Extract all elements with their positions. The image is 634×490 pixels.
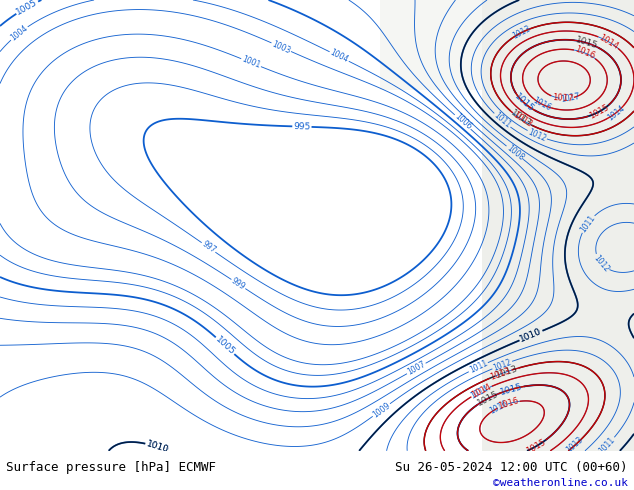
Text: 1012: 1012	[592, 253, 611, 273]
Text: 1011: 1011	[597, 435, 617, 455]
Text: 1012: 1012	[491, 357, 513, 372]
Text: 1016: 1016	[574, 45, 597, 61]
Text: 1015: 1015	[513, 92, 536, 114]
Text: 995: 995	[293, 122, 311, 131]
Text: 1013: 1013	[489, 366, 512, 382]
Text: 1007: 1007	[406, 360, 427, 377]
Text: 1015: 1015	[574, 35, 599, 50]
Text: 1016: 1016	[531, 96, 552, 113]
Text: 999: 999	[230, 276, 247, 292]
Text: 1011: 1011	[468, 359, 489, 375]
Text: Surface pressure [hPa] ECMWF: Surface pressure [hPa] ECMWF	[6, 461, 216, 474]
Text: 1015: 1015	[476, 389, 500, 408]
Text: 1017: 1017	[552, 93, 573, 104]
Text: 1001: 1001	[240, 55, 262, 71]
Text: 1013: 1013	[511, 110, 534, 129]
Text: 1013: 1013	[495, 364, 519, 380]
Text: 1016: 1016	[497, 396, 520, 411]
Text: 1009: 1009	[371, 401, 392, 419]
Text: 1005: 1005	[214, 335, 236, 357]
Text: 1015: 1015	[525, 437, 547, 455]
Text: Su 26-05-2024 12:00 UTC (00+60): Su 26-05-2024 12:00 UTC (00+60)	[395, 461, 628, 474]
Text: 1005: 1005	[15, 0, 39, 17]
Text: 1013: 1013	[510, 24, 532, 41]
Text: 1008: 1008	[505, 143, 525, 162]
Bar	[380, 0, 482, 90]
Text: 1013: 1013	[508, 108, 533, 129]
Text: 1012: 1012	[526, 127, 548, 143]
Text: 1014: 1014	[469, 384, 490, 400]
Text: 1014: 1014	[605, 103, 626, 122]
Text: 1011: 1011	[578, 213, 597, 234]
Text: 1014: 1014	[470, 382, 493, 400]
Text: 1004: 1004	[328, 48, 350, 65]
Text: 1016: 1016	[488, 399, 509, 416]
Text: 1010: 1010	[145, 439, 170, 455]
Bar	[482, 0, 634, 451]
Text: 1017: 1017	[560, 92, 581, 104]
Text: 1014: 1014	[597, 33, 620, 51]
Text: 1004: 1004	[9, 24, 29, 43]
Text: 997: 997	[200, 240, 217, 255]
Text: 1015: 1015	[588, 103, 611, 121]
Text: 1015: 1015	[500, 382, 524, 397]
Text: 1010: 1010	[145, 439, 170, 455]
Text: ©weatheronline.co.uk: ©weatheronline.co.uk	[493, 478, 628, 488]
Text: 1011: 1011	[492, 111, 512, 130]
Text: 1006: 1006	[453, 112, 473, 132]
Text: 1010: 1010	[519, 327, 543, 344]
Text: 1010: 1010	[519, 327, 543, 344]
Text: 1003: 1003	[271, 39, 292, 55]
Text: 1013: 1013	[565, 436, 585, 455]
